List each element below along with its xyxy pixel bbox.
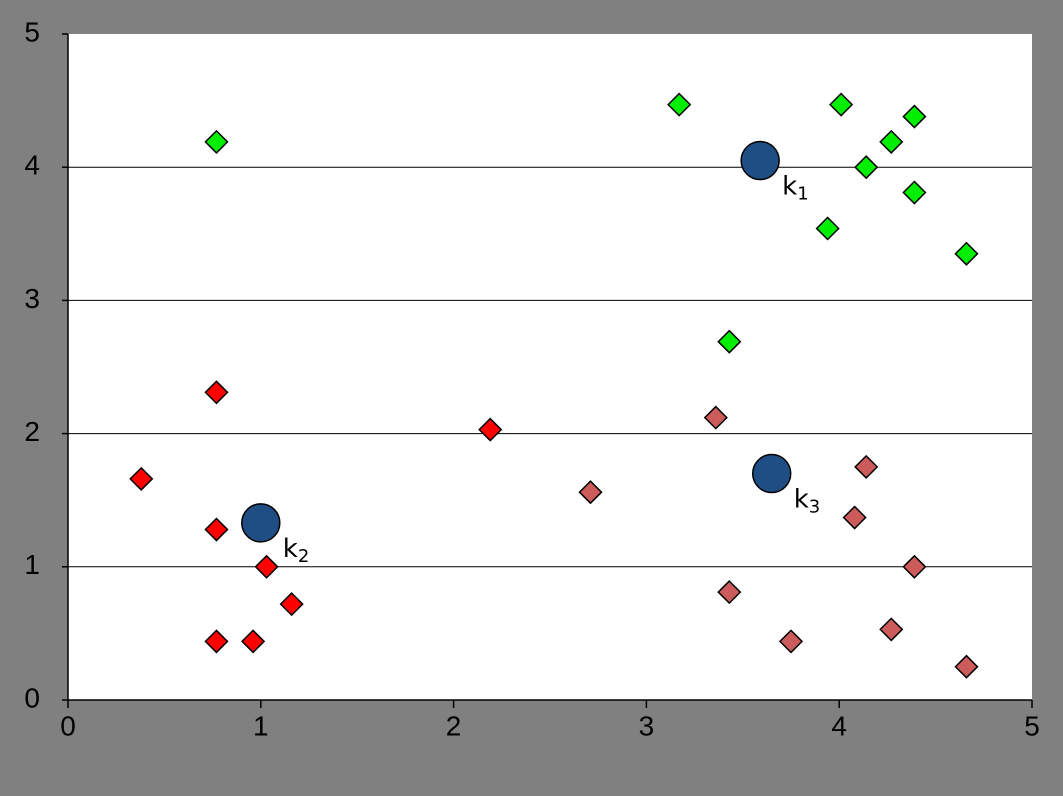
point <box>815 216 840 241</box>
x-tick-label: 0 <box>60 710 76 741</box>
centroid-label-base: k <box>794 484 809 514</box>
centroid-label-sub: 1 <box>797 184 808 205</box>
centroid-label-base: k <box>283 533 298 563</box>
centroid <box>740 140 780 181</box>
point <box>778 629 804 654</box>
centroid-label: k3 <box>794 484 821 518</box>
point <box>279 592 304 617</box>
centroid <box>241 503 281 543</box>
centroid-label: k1 <box>782 171 809 205</box>
x-tick-label: 2 <box>446 710 462 741</box>
x-tick-label: 1 <box>253 710 269 741</box>
point <box>854 155 879 180</box>
x-tick-label: 3 <box>639 710 655 741</box>
point <box>717 329 742 354</box>
point <box>703 405 728 430</box>
centroid-label: k2 <box>283 533 310 567</box>
plot-area <box>68 34 1032 700</box>
point <box>478 417 503 442</box>
point <box>954 241 979 266</box>
point <box>241 629 266 654</box>
point <box>879 129 904 154</box>
y-tick-label: 4 <box>24 150 40 181</box>
point <box>204 629 229 654</box>
centroid-label-sub: 3 <box>809 497 820 518</box>
x-tick-label: 4 <box>831 710 847 741</box>
x-tick-label: 5 <box>1024 710 1040 741</box>
point <box>854 454 879 479</box>
point <box>129 466 154 491</box>
point <box>902 554 927 579</box>
point <box>578 480 603 505</box>
point <box>954 654 979 679</box>
point <box>204 129 229 154</box>
centroid <box>751 453 792 494</box>
point <box>204 517 229 542</box>
point <box>829 92 854 117</box>
centroid-label-base: k <box>782 171 797 201</box>
point <box>902 180 927 205</box>
point <box>717 580 742 605</box>
point <box>667 92 692 117</box>
y-tick-label: 1 <box>24 549 40 580</box>
centroid-label-sub: 2 <box>298 546 309 567</box>
y-tick-label: 2 <box>24 416 40 447</box>
y-tick-label: 0 <box>24 682 40 713</box>
point <box>204 380 229 405</box>
point <box>842 505 867 530</box>
y-tick-label: 5 <box>24 16 40 47</box>
point <box>254 554 279 579</box>
y-tick-label: 3 <box>24 283 40 314</box>
point <box>902 104 927 129</box>
point <box>879 617 904 642</box>
